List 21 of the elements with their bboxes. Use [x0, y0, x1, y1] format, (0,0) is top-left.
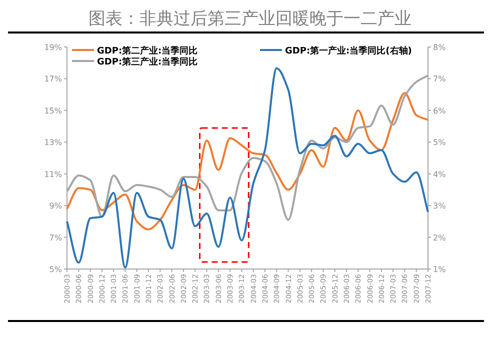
y2-tick-label: 2%	[433, 233, 446, 242]
legend-label: GDP:第二产业:当季同比	[97, 46, 198, 56]
y-tick-label: 11%	[44, 170, 62, 179]
y-tick-label: 19%	[44, 43, 62, 52]
y-tick-label: 15%	[44, 106, 62, 116]
line-series	[66, 92, 429, 230]
y2-tick-label: 4%	[433, 170, 446, 179]
y2-tick-label: 8%	[433, 43, 446, 52]
y2-tick-label: 5%	[433, 138, 446, 148]
legend-label: GDP:第一产业:当季同比(右轴)	[285, 46, 412, 56]
legend-label: GDP:第三产业:当季同比	[97, 56, 198, 68]
y-tick-label: 9%	[49, 202, 62, 211]
y-tick-label: 13%	[44, 138, 62, 148]
y-tick-label: 7%	[49, 233, 62, 242]
y2-tick-label: 6%	[433, 106, 446, 116]
y2-tick-label: 3%	[433, 202, 446, 211]
y2-tick-label: 7%	[433, 74, 446, 84]
y-tick-label: 17%	[44, 74, 62, 84]
chart-title: 图表：非典过后第三产业回暖晚于一二产业	[88, 9, 412, 29]
y2-tick-label: 1%	[433, 265, 446, 274]
y-tick-label: 5%	[49, 265, 62, 274]
